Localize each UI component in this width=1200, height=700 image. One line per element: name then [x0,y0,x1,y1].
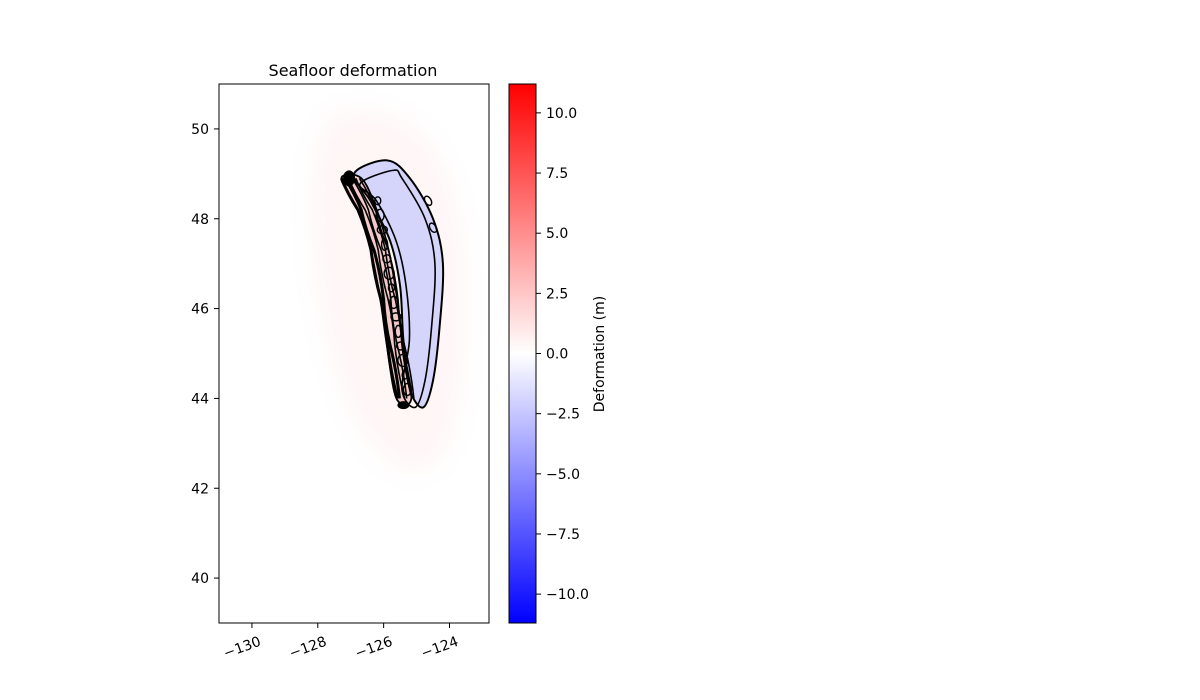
uplift-region [341,174,412,406]
subsidence-contour-inner [358,169,436,409]
uplift-contour-loop [389,295,399,310]
uplift-contour-loop [402,382,413,397]
uplift-contour-loop [395,341,406,351]
colorbar-tick-label: 2.5 [546,286,568,302]
uplift-contour-loop [375,208,385,222]
uplift-contour-loop [397,353,409,368]
colorbar-tick-label: 5.0 [546,226,568,242]
y-tick-label: 50 [191,122,209,138]
y-tick-label: 42 [191,481,209,497]
uplift-contour-loop [382,254,392,264]
uplift-contour [343,177,401,399]
x-tick-label: −130 [221,634,263,662]
uplift-peak-blob [397,401,410,410]
uplift-contour [347,178,406,399]
colorbar [508,83,537,624]
uplift-contour-loop [376,225,389,235]
x-tick-label: −124 [419,634,461,662]
y-tick-label: 46 [191,302,209,318]
uplift-contour-loop [401,370,409,380]
colorbar-tick-label: 10.0 [546,106,577,122]
x-tick-label: −126 [353,634,395,662]
colorbar-tick-label: −10.0 [546,587,589,603]
colorbar-tick-label: −2.5 [546,407,580,423]
x-axis: −130 −128 −126 −124 [221,623,461,662]
colorbar-axis: 10.0 7.5 5.0 2.5 0.0 −2.5 −5.0 −7.5 −10.0 [536,106,589,603]
deformation-field [341,160,444,408]
uplift-contour-loop [374,196,382,206]
colorbar-tick-label: −7.5 [546,527,580,543]
subsidence-region [353,160,444,408]
uplift-contour-loop [390,312,402,322]
uplift-contour-outline [340,173,413,407]
chart-title: Seafloor deformation [269,61,438,80]
y-axis: 40 42 44 46 48 50 [191,122,219,587]
subsidence-contour [352,159,445,409]
uplift-contour-loop [380,237,389,252]
y-tick-label: 40 [191,571,209,587]
subsidence-contour-loop [423,195,433,207]
colorbar-tick-label: 0.0 [546,347,568,363]
uplift-contour-loop [394,324,402,339]
x-tick-label: −128 [287,634,329,662]
colorbar-tick-label: −5.0 [546,467,580,483]
plot-frame [218,83,490,624]
contour-lines [340,159,445,410]
subsidence-contour-loop [428,222,438,234]
y-tick-label: 48 [191,212,209,228]
uplift-contour-loop [387,283,396,293]
uplift-peak-blob [343,170,356,187]
y-tick-label: 44 [191,391,209,407]
colorbar-label: Deformation (m) [592,296,608,412]
colorbar-tick-label: 7.5 [546,166,568,182]
uplift-contour-loop [383,266,395,281]
